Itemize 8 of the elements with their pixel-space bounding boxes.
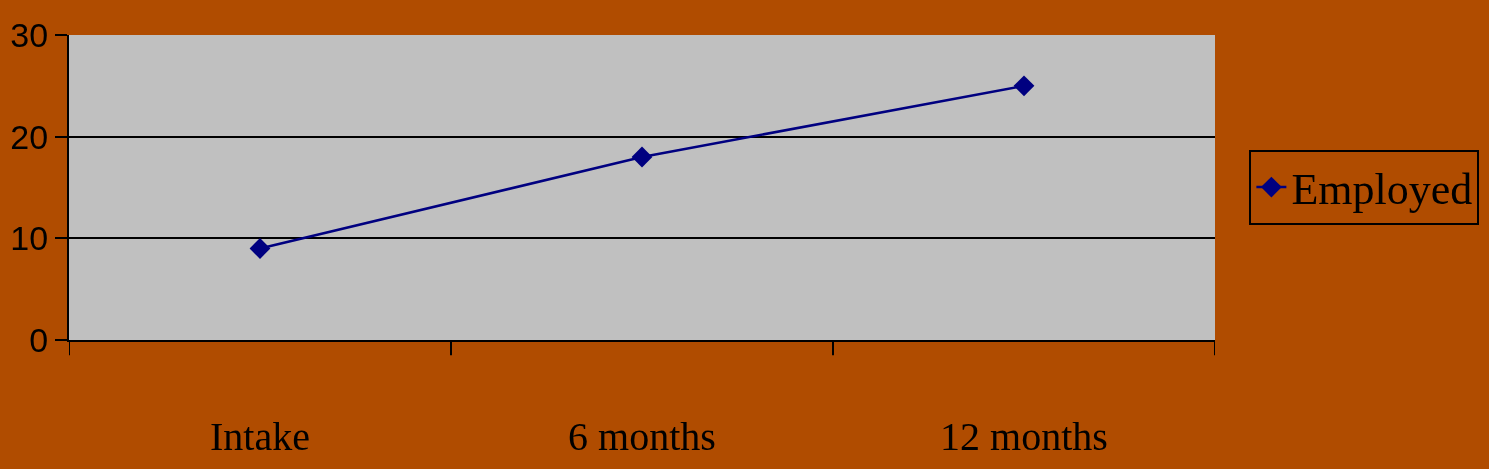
y-tick-label: 20 (10, 117, 49, 156)
x-tick-label: 12 months (940, 414, 1108, 459)
x-tick-label: 6 months (568, 414, 716, 459)
y-tick-label: 0 (29, 320, 49, 359)
y-tick-label: 30 (10, 15, 49, 54)
legend-label: Employed (1291, 165, 1473, 215)
y-tick-label: 10 (10, 219, 49, 258)
x-tick-label: Intake (210, 414, 310, 459)
